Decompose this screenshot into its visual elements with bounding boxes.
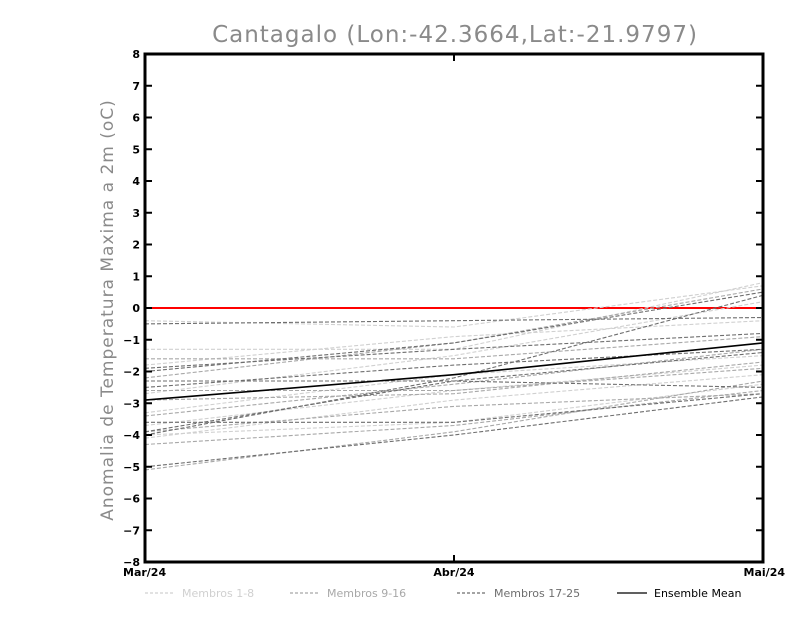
member-series-line (144, 374, 764, 439)
legend-label: Membros 1-8 (182, 587, 254, 600)
x-tick-label: Mar/24 (123, 566, 166, 579)
y-tick-label: −2 (123, 366, 140, 379)
y-axis-label: Anomalia de Temperatura Maxima a 2m (oC) (98, 99, 118, 521)
y-tick-label: −7 (123, 524, 140, 537)
member-series-line (144, 355, 764, 414)
y-tick-label: 7 (132, 80, 140, 93)
member-series-line (145, 282, 764, 350)
legend-label: Membros 17-25 (494, 587, 580, 600)
y-tick-label: 1 (132, 270, 140, 283)
member-series-line (144, 364, 764, 427)
member-series-line (144, 332, 764, 369)
y-tick-label: −4 (123, 429, 140, 442)
member-series-line (145, 336, 764, 360)
y-axis: 8 7 6 5 4 3 2 1 0 −1 −2 −3 −4 −5 −6 −7 −8 (123, 48, 763, 569)
member-series-line (144, 389, 764, 446)
member-series-line (144, 393, 764, 433)
y-tick-label: −3 (123, 397, 140, 410)
member-series-line (144, 348, 764, 417)
member-series-line (144, 396, 764, 468)
legend: Membros 1-8 Membros 9-16 Membros 17-25 Ense… (145, 587, 741, 600)
y-tick-label: 8 (132, 48, 140, 61)
member-series-line (144, 361, 764, 401)
member-series-line (145, 393, 764, 423)
member-series-line (144, 348, 764, 388)
member-series-line (144, 301, 764, 395)
member-series-line (145, 367, 764, 392)
member-series-line (144, 320, 764, 366)
ensemble-mean-line (144, 342, 764, 401)
member-series-line (145, 380, 764, 388)
y-tick-label: −1 (123, 334, 140, 347)
y-tick-label: 4 (132, 175, 140, 188)
legend-label: Membros 9-16 (327, 587, 406, 600)
y-tick-label: 3 (132, 207, 140, 220)
y-tick-label: 2 (132, 239, 140, 252)
plot-lines (144, 282, 764, 471)
y-tick-label: −8 (123, 556, 140, 569)
member-series-line (144, 316, 764, 325)
y-tick-label: 0 (132, 302, 140, 315)
legend-label: Ensemble Mean (654, 587, 741, 600)
x-tick-label: Abr/24 (433, 566, 474, 579)
y-tick-label: 6 (132, 112, 140, 125)
y-tick-label: 5 (132, 143, 140, 156)
y-tick-label: −6 (123, 493, 140, 506)
y-tick-label: −5 (123, 461, 140, 474)
chart-title: Cantagalo (Lon:-42.3664,Lat:-21.9797) (212, 22, 698, 48)
member-series-line (144, 380, 764, 471)
member-series-line (144, 294, 764, 436)
member-series-line (144, 288, 764, 379)
x-axis: Mar/24 Abr/24 Mai/24 (123, 54, 785, 579)
x-tick-label: Mai/24 (744, 566, 786, 579)
